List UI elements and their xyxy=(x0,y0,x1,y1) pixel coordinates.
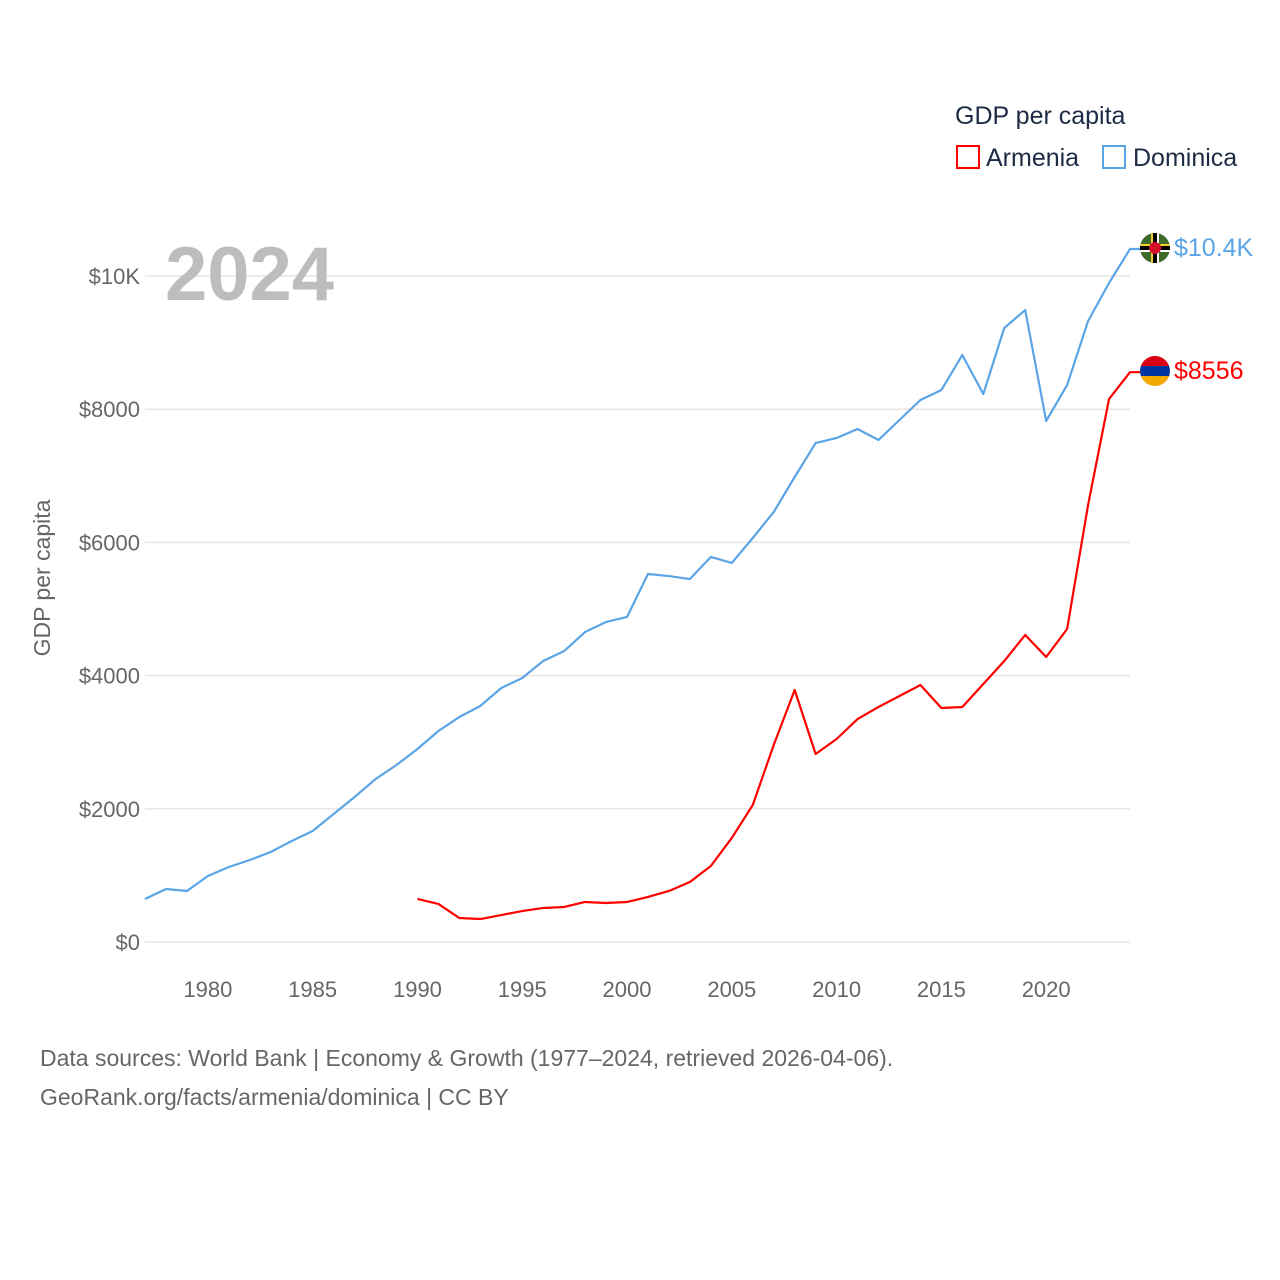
series-line-dominica xyxy=(144,247,1140,900)
legend-label-dominica: Dominica xyxy=(1133,144,1237,172)
y-tick-label: $0 xyxy=(116,930,140,955)
x-tick-label: 1980 xyxy=(183,977,232,1002)
legend-swatch-dominica xyxy=(1102,145,1126,169)
y-tick-label: $2000 xyxy=(79,797,140,822)
legend-item-armenia[interactable]: Armenia xyxy=(956,144,1079,172)
x-tick-label: 2010 xyxy=(812,977,861,1002)
x-tick-label: 2000 xyxy=(603,977,652,1002)
y-tick-label: $6000 xyxy=(79,530,140,555)
x-tick-label: 1985 xyxy=(288,977,337,1002)
footer-attribution[interactable]: GeoRank.org/facts/armenia/dominica | CC … xyxy=(40,1084,509,1110)
legend-item-dominica[interactable]: Dominica xyxy=(1102,144,1237,172)
end-label-armenia: $8556 xyxy=(1174,357,1244,385)
legend-title: GDP per capita xyxy=(955,102,1126,130)
y-tick-label: $10K xyxy=(89,264,141,289)
y-tick-label: $4000 xyxy=(79,664,140,689)
series-line-armenia xyxy=(417,371,1140,921)
legend: GDP per capita Armenia Dominica xyxy=(955,102,1237,172)
footer-sources: Data sources: World Bank | Economy & Gro… xyxy=(40,1045,894,1071)
x-tick-label: 2020 xyxy=(1022,977,1071,1002)
armenia-flag-icon xyxy=(1140,356,1170,386)
x-tick-label: 2015 xyxy=(917,977,966,1002)
legend-label-armenia: Armenia xyxy=(986,144,1079,172)
dominica-flag-icon xyxy=(1140,233,1170,263)
y-axis-label: GDP per capita xyxy=(29,499,55,656)
y-tick-label: $8000 xyxy=(79,397,140,422)
year-watermark: 2024 xyxy=(165,232,334,317)
legend-swatch-armenia xyxy=(956,145,980,169)
x-tick-label: 1995 xyxy=(498,977,547,1002)
x-tick-label: 1990 xyxy=(393,977,442,1002)
end-label-dominica: $10.4K xyxy=(1174,234,1254,262)
x-tick-label: 2005 xyxy=(707,977,756,1002)
